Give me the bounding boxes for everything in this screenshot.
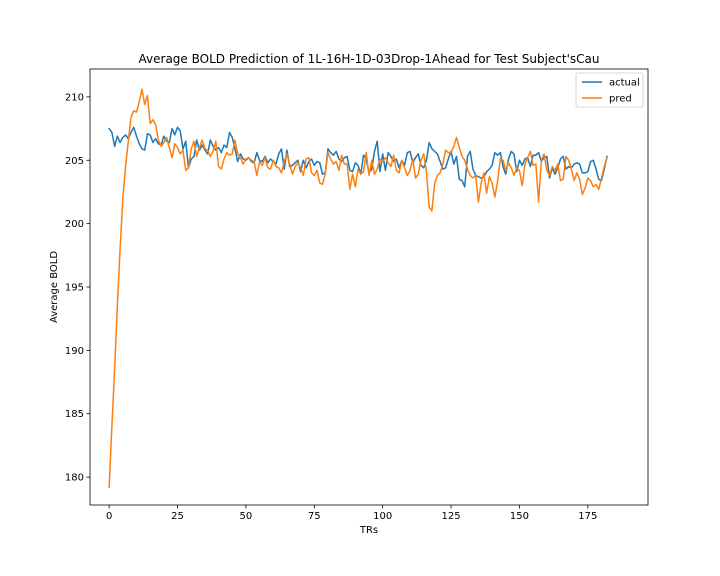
x-tick-label: 0 <box>106 511 112 522</box>
y-tick-label: 185 <box>65 409 84 420</box>
y-tick-label: 205 <box>65 156 84 167</box>
plot-area <box>90 69 648 505</box>
series-line-actual <box>108 126 608 188</box>
y-tick-label: 195 <box>65 283 84 294</box>
x-tick-label: 100 <box>373 511 392 522</box>
x-tick-label: 50 <box>240 511 253 522</box>
x-tick-label: 125 <box>442 511 461 522</box>
axes-layer: 0 25 50 75 100 125 150 175 180 185 190 195 200 205 210 <box>65 68 649 522</box>
series-line-pred <box>108 88 608 489</box>
y-tick-label: 200 <box>65 219 84 230</box>
y-tick-label: 190 <box>65 346 84 357</box>
y-axis-label: Average BOLD <box>49 251 60 323</box>
x-tick-label: 25 <box>171 511 184 522</box>
chart-title: Average BOLD Prediction of 1L-16H-1D-03D… <box>139 52 600 66</box>
legend-label-actual: actual <box>609 78 640 89</box>
x-axis-label: TRs <box>359 525 378 536</box>
y-tick-label: 180 <box>65 473 84 484</box>
series-layer <box>108 88 608 489</box>
x-tick-label: 75 <box>308 511 321 522</box>
x-tick-label: 150 <box>510 511 529 522</box>
y-tick-label: 210 <box>65 92 84 103</box>
plot-background <box>90 69 648 505</box>
legend: actual pred <box>575 72 644 108</box>
legend-label-pred: pred <box>609 94 632 105</box>
x-tick-label: 175 <box>578 511 597 522</box>
